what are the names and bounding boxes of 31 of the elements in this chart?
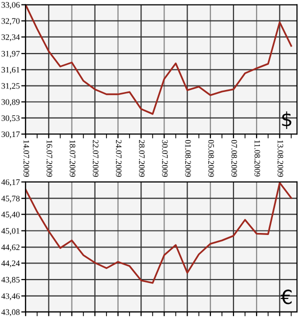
y-tick-label: 30,53 (2, 115, 20, 122)
y-tick-label: 43,46 (1, 293, 20, 300)
x-tick-label: 24.07.2009 (116, 140, 122, 177)
x-tick-label: 14.07.2009 (23, 140, 30, 177)
x-tick-label: 05.08.2009 (208, 140, 214, 177)
y-tick-label: 31,97 (2, 50, 20, 58)
x-tick-label: 11.08.2009 (254, 140, 260, 176)
y-tick-label: 30,89 (2, 99, 20, 106)
x-tick-label: 01.08.2009 (185, 140, 191, 177)
y-tick-label: 33,06 (2, 2, 20, 9)
x-tick-label: 13.08.2009 (278, 140, 284, 177)
y-tick-label: 46,17 (1, 179, 20, 186)
x-tick-label: 18.07.2009 (70, 140, 76, 177)
line-series (26, 182, 292, 284)
y-tick-label: 31,61 (2, 67, 20, 74)
y-tick-label: 44,24 (1, 260, 20, 268)
y-tick-label: 43,85 (1, 276, 20, 284)
y-tick-label: 32,34 (2, 34, 20, 42)
y-tick-label: 30,17 (2, 131, 20, 138)
y-tick-label: 44,62 (1, 244, 20, 252)
y-tick-label: 45,40 (1, 212, 20, 219)
x-tick-label: 28.07.2009 (138, 140, 145, 177)
y-tick-label: 45,78 (1, 196, 20, 203)
x-tick-label: 30.07.2009 (162, 140, 168, 177)
y-tick-label: 31,25 (2, 83, 20, 90)
y-tick-label: 43,08 (1, 309, 20, 316)
x-tick-label: 07.08.2009 (231, 140, 238, 177)
y-tick-label: 45,01 (1, 228, 20, 235)
x-tick-label: 16.07.2009 (46, 140, 52, 177)
x-tick-label: 22.07.2009 (92, 140, 98, 177)
y-tick-label: 32,70 (2, 18, 20, 26)
